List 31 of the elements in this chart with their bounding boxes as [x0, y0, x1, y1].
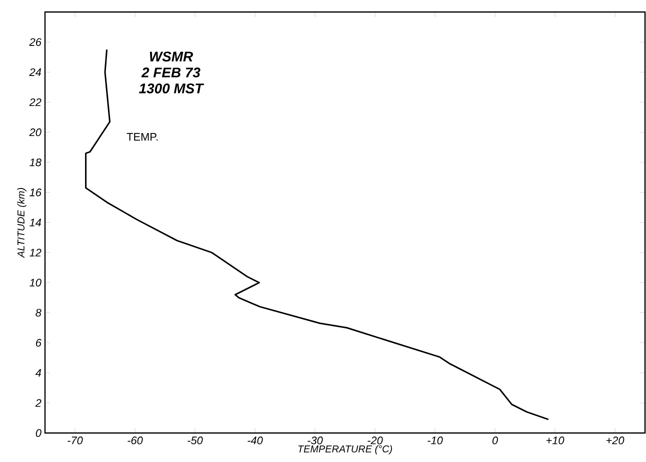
x-tick-label: +20 — [606, 436, 624, 444]
y-tick-label: 0 — [36, 429, 42, 437]
y-tick-label: 16 — [30, 188, 42, 196]
annotation: 1300 MST — [139, 83, 204, 94]
y-tick-label: 18 — [30, 158, 42, 166]
y-tick-label: 4 — [35, 369, 42, 377]
x-tick-label: 0 — [492, 436, 498, 444]
x-tick-label: -20 — [368, 436, 383, 444]
y-tick-label: 10 — [30, 278, 42, 287]
annotation: WSMR — [150, 52, 193, 62]
x-tick-label: -10 — [428, 436, 443, 444]
x-axis-title: TEMPERATURE (°C) — [298, 445, 392, 454]
x-tick-label: -60 — [128, 436, 143, 444]
x-tick-label: +10 — [546, 436, 564, 444]
y-tick-label: 8 — [36, 308, 42, 317]
x-tick-label: -70 — [68, 436, 83, 444]
y-tick-label: 6 — [36, 338, 42, 347]
x-tick-label: -40 — [248, 436, 263, 444]
y-tick-label: 26 — [29, 38, 42, 46]
annotation: 2 FEB 73 — [141, 68, 200, 78]
x-tick-label: -50 — [188, 436, 203, 444]
y-tick-label: 2 — [35, 399, 42, 407]
y-tick-label: 24 — [29, 68, 42, 76]
line-series — [85, 48, 550, 420]
y-tick-label: 12 — [30, 248, 42, 256]
y-axis-title: ALTITUDE (km) — [17, 188, 26, 258]
series-label: TEMP. — [126, 133, 158, 141]
y-tick-label: 20 — [29, 128, 42, 136]
x-tick-label: -30 — [308, 436, 323, 444]
y-tick-label: 22 — [29, 98, 42, 106]
y-tick-label: 14 — [30, 218, 42, 226]
